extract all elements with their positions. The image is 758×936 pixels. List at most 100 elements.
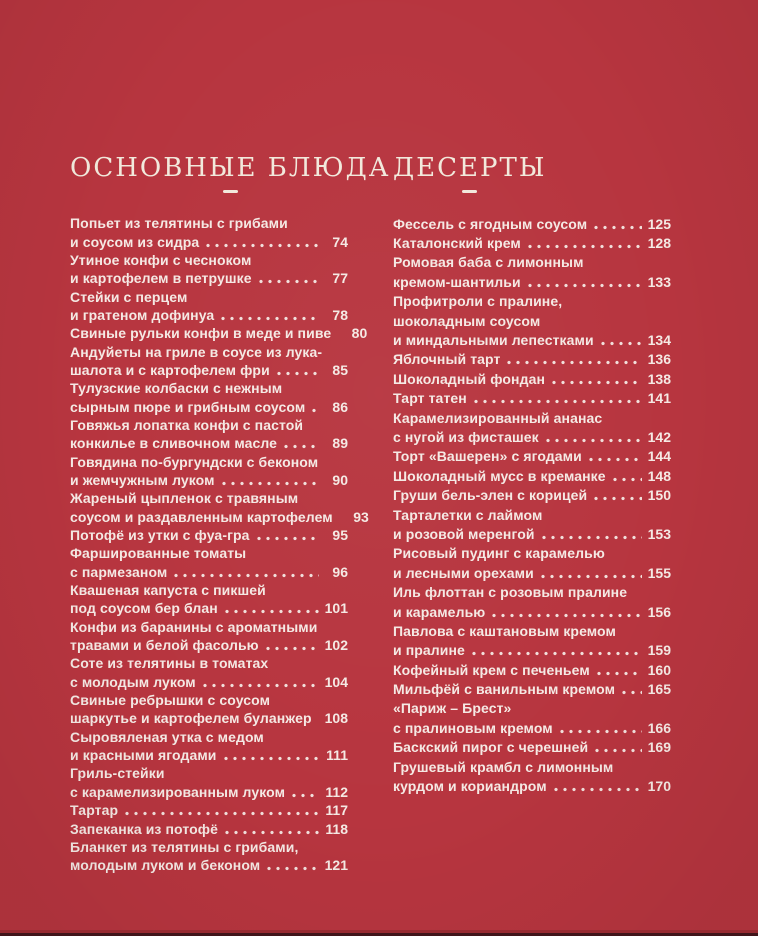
toc-entry-line: Жареный цыпленок с травяным <box>70 489 348 507</box>
dot-leader <box>541 526 642 541</box>
dish-name: Бланкет из телятины с грибами, <box>70 838 299 855</box>
dish-name: Свиные ребрышки с соусом <box>70 692 271 709</box>
dish-name: и красными ягодами <box>70 747 217 764</box>
toc-entry-line: под соусом бер блан 101 <box>70 599 348 617</box>
dot-leader <box>622 682 642 697</box>
dot-leader <box>612 468 642 483</box>
toc-entry: Павлова с каштановым кремом и пралине 159 <box>393 621 671 660</box>
page-number: 86 <box>332 398 348 415</box>
toc-entry-line: шоколадным соусом <box>393 311 671 330</box>
section-title-main-dishes: ОСНОВНЫЕ БЛЮДА <box>70 153 391 183</box>
toc-entry-line: травами и белой фасолью 102 <box>70 636 348 654</box>
dot-leader <box>276 362 319 377</box>
page-number: 136 <box>647 351 671 368</box>
dot-leader <box>473 391 642 406</box>
toc-entry-line: Мильфёй с ванильным кремом 165 <box>393 679 671 698</box>
toc-entry-line: Иль флоттан с розовым пралине <box>393 582 671 601</box>
page-number: 128 <box>647 235 671 252</box>
toc-entry: Жареный цыпленок с травяным соусом и разд… <box>70 489 369 526</box>
page-number: 104 <box>324 673 348 690</box>
toc-list-main-dishes: Попьет из телятины с грибами и соусом из … <box>70 214 369 874</box>
page-number: 102 <box>324 637 348 654</box>
toc-entry-line: сырным пюре и грибным соусом 86 <box>70 397 348 415</box>
dish-name: курдом и кориандром <box>393 778 547 795</box>
toc-entry: Квашеная капуста с пикшей под соусом бер … <box>70 581 348 618</box>
dot-leader <box>553 779 642 794</box>
section-header-desserts: ДЕСЕРТЫ <box>393 152 546 193</box>
dish-name: Жареный цыпленок с травяным <box>70 490 299 507</box>
dot-leader <box>588 449 642 464</box>
dot-leader <box>540 565 642 580</box>
toc-entry: Рисовый пудинг с карамелью и лесными орех… <box>393 544 671 583</box>
toc-entry: Профитроли с пралине, шоколадным соусом и … <box>393 292 671 350</box>
toc-entry: Соте из телятины в томатах с молодым луко… <box>70 654 348 691</box>
page-number: 159 <box>647 642 671 659</box>
toc-entry-line: шалота и с картофелем фри 85 <box>70 361 348 379</box>
toc-entry: Тулузские колбаски с нежным сырным пюре и… <box>70 379 348 416</box>
dish-name: Кофейный крем с печеньем <box>393 661 590 678</box>
toc-entry-line: Гриль-стейки <box>70 764 348 782</box>
toc-entry: Тарталетки с лаймом и розовой меренгой 153 <box>393 505 671 544</box>
dish-name: с молодым луком <box>70 673 196 690</box>
dish-name: и жемчужным луком <box>70 471 215 488</box>
toc-entry: Торт «Вашерен» с ягодами 144 <box>393 447 671 466</box>
dish-name: Гриль-стейки <box>70 765 165 782</box>
toc-entry-line: Квашеная капуста с пикшей <box>70 581 348 599</box>
toc-entry: Попьет из телятины с грибами и соусом из … <box>70 214 348 251</box>
toc-entry: Мильфёй с ванильным кремом 165 <box>393 679 671 698</box>
toc-entry-line: соусом и раздавленным картофелем 93 <box>70 508 369 526</box>
dish-name: и соусом из сидра <box>70 233 200 250</box>
dish-name: Ромовая баба с лимонным <box>393 254 584 271</box>
dish-name: Утиное конфи с чесноком <box>70 251 252 268</box>
page-number: 166 <box>647 719 671 736</box>
dot-leader <box>552 371 642 386</box>
toc-entry: Ромовая баба с лимонным кремом-шантильи 13… <box>393 253 671 292</box>
toc-entry-line: Баскский пирог с черешней 169 <box>393 738 671 757</box>
dish-name: Грушевый крамбл с лимонным <box>393 758 614 775</box>
toc-entry-line: Соте из телятины в томатах <box>70 654 348 672</box>
toc-entry: Тарт татен 141 <box>393 389 671 408</box>
dot-leader <box>284 436 319 451</box>
dish-name: Павлова с каштановым кремом <box>393 622 616 639</box>
dish-name: Торт «Вашерен» с ягодами <box>393 448 582 465</box>
photo-bottom-edge <box>0 933 758 936</box>
toc-entry-line: Говядина по-бургундски с беконом <box>70 452 348 470</box>
toc-entry-line: и жемчужным луком 90 <box>70 471 348 489</box>
toc-entry-line: курдом и кориандром 170 <box>393 776 671 795</box>
page-number: 141 <box>647 390 671 407</box>
dish-name: и гратеном дофинуа <box>70 306 215 323</box>
dish-name: Тарталетки с лаймом <box>393 506 543 523</box>
dot-leader <box>527 236 642 251</box>
page-number: 78 <box>332 306 348 323</box>
dot-leader <box>224 601 319 616</box>
dish-name: «Париж – Брест» <box>393 700 512 717</box>
toc-entry-line: и пралине 159 <box>393 641 671 660</box>
dot-leader <box>125 803 319 818</box>
page-number: 118 <box>325 820 348 837</box>
toc-entry-line: конкилье в сливочном масле 89 <box>70 434 348 452</box>
dish-name: Попьет из телятины с грибами <box>70 215 288 232</box>
toc-columns: ОСНОВНЫЕ БЛЮДА Попьет из телятины с гриб… <box>70 152 671 874</box>
page-number: 142 <box>647 428 671 445</box>
dot-leader <box>545 429 642 444</box>
toc-entry: Груши бель-элен с корицей 150 <box>393 485 671 504</box>
dish-name: Соте из телятины в томатах <box>70 655 269 672</box>
toc-entry-line: Груши бель-элен с корицей 150 <box>393 485 671 504</box>
toc-entry: Конфи из баранины с ароматными травами и … <box>70 618 348 655</box>
toc-entry-line: и розовой меренгой 153 <box>393 524 671 543</box>
toc-entry-line: Попьет из телятины с грибами <box>70 214 348 232</box>
page-number: 165 <box>647 681 671 698</box>
page-number: 148 <box>647 467 671 484</box>
dot-leader <box>267 858 319 873</box>
toc-entry-line: Профитроли с пралине, <box>393 292 671 311</box>
toc-entry: Фессель с ягодным соусом 125 <box>393 214 671 233</box>
dish-name: под соусом бер блан <box>70 600 218 617</box>
toc-entry-line: Шоколадный фондан 138 <box>393 369 671 388</box>
toc-entry-line: шаркутье и картофелем буланжер 108 <box>70 709 348 727</box>
page-number: 80 <box>351 325 368 342</box>
page-number: 156 <box>647 603 671 620</box>
dish-name: Иль флоттан с розовым пралине <box>393 584 628 601</box>
toc-entry-line: Яблочный тарт 136 <box>393 350 671 369</box>
section-main-dishes: ОСНОВНЫЕ БЛЮДА Попьет из телятины с гриб… <box>70 152 388 874</box>
